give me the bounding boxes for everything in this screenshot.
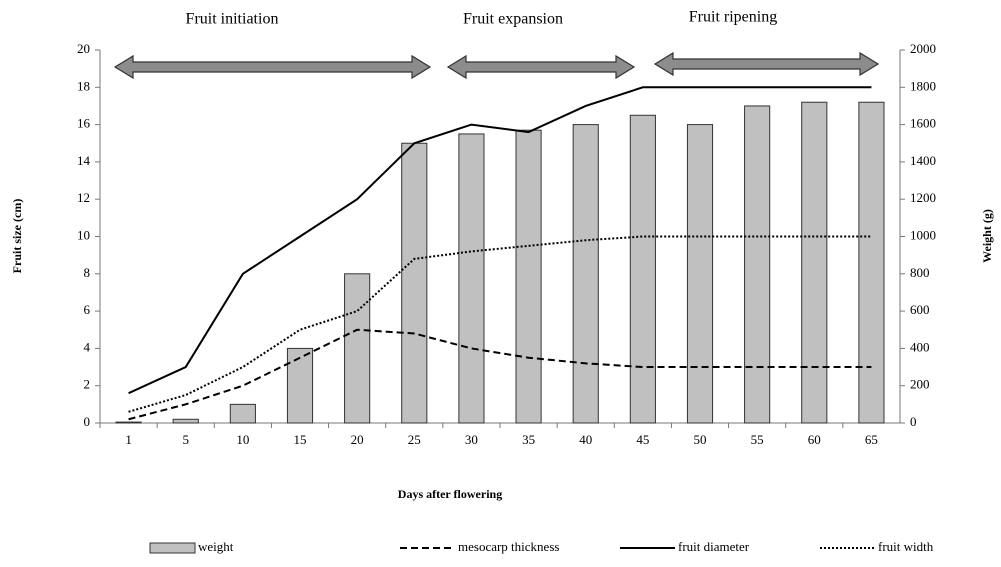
x-tick-label: 45 (636, 432, 649, 447)
legend-label: fruit diameter (678, 539, 750, 554)
y2-tick-label: 1200 (910, 190, 936, 205)
x-axis-label: Days after flowering (398, 487, 502, 501)
y2-tick-label: 1000 (910, 227, 936, 242)
bar (801, 101, 828, 424)
line (128, 86, 872, 395)
x-tick-label: 30 (465, 432, 478, 447)
phase-label: Fruit expansion (463, 11, 563, 28)
y-tick-label: 6 (84, 302, 91, 317)
bar (858, 101, 885, 424)
bar (629, 114, 656, 424)
x-tick-label: 1 (125, 432, 132, 447)
bar (172, 418, 199, 424)
x-tick-label: 40 (579, 432, 592, 447)
legend-label: weight (198, 539, 234, 554)
x-tick-label: 10 (236, 432, 249, 447)
x-tick-label: 5 (182, 432, 189, 447)
y-tick-label: 2 (84, 377, 91, 392)
phase-label: Fruit ripening (689, 9, 777, 26)
bar (458, 133, 485, 424)
bar (229, 403, 256, 424)
bar (515, 129, 542, 424)
y2-axis-label: Weight (g) (980, 209, 994, 263)
bar (115, 421, 142, 424)
phase-arrow (446, 54, 636, 80)
x-tick-label: 35 (522, 432, 535, 447)
x-tick-label: 65 (865, 432, 878, 447)
legend-swatch (149, 542, 196, 554)
y2-tick-label: 2000 (910, 41, 936, 56)
y-tick-label: 16 (77, 116, 91, 131)
line (128, 328, 872, 421)
y2-tick-label: 200 (910, 377, 930, 392)
y2-tick-label: 0 (910, 414, 917, 429)
y2-tick-label: 1600 (910, 116, 936, 131)
y-tick-label: 18 (77, 78, 90, 93)
bar (572, 124, 599, 424)
legend-label: mesocarp thickness (458, 539, 559, 554)
x-tick-label: 55 (751, 432, 764, 447)
bar (744, 105, 771, 424)
y-tick-label: 8 (84, 265, 91, 280)
phase-arrow (653, 51, 880, 77)
y-tick-label: 4 (84, 339, 91, 354)
y-axis-label: Fruit size (cm) (10, 199, 24, 274)
bar (344, 273, 371, 424)
y2-tick-label: 800 (910, 265, 930, 280)
legend-label: fruit width (878, 539, 934, 554)
y-tick-label: 10 (77, 227, 90, 242)
y2-tick-label: 1800 (910, 78, 936, 93)
bar (401, 142, 428, 424)
y2-tick-label: 400 (910, 339, 930, 354)
x-tick-label: 20 (351, 432, 364, 447)
x-tick-label: 25 (408, 432, 421, 447)
phase-arrow (113, 54, 432, 80)
x-tick-label: 60 (808, 432, 821, 447)
y-tick-label: 12 (77, 190, 90, 205)
y-tick-label: 14 (77, 153, 91, 168)
bar (286, 347, 314, 424)
y-tick-label: 20 (77, 41, 90, 56)
x-tick-label: 15 (294, 432, 307, 447)
y2-tick-label: 1400 (910, 153, 936, 168)
phase-label: Fruit initiation (186, 11, 279, 28)
bar (686, 124, 714, 424)
y-tick-label: 0 (84, 414, 91, 429)
x-tick-label: 50 (694, 432, 707, 447)
y2-tick-label: 600 (910, 302, 930, 317)
